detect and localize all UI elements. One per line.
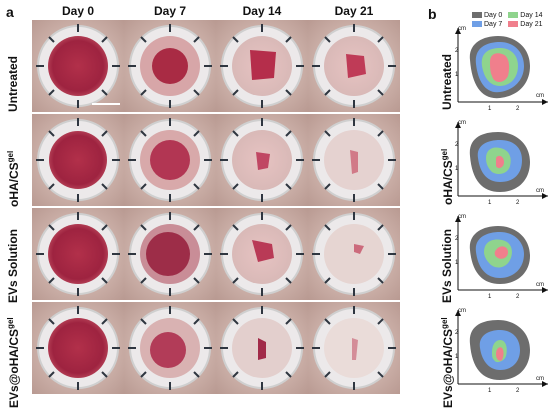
wound-photo-evs-solution-day-0 <box>32 208 124 300</box>
wound-photo-evs-oha-cs-gel-day-0 <box>32 302 124 394</box>
row-label-untreated: Untreated <box>6 55 20 112</box>
y-unit-label-2: cm <box>458 120 466 126</box>
wound-trace-oha-cs-gel <box>455 122 548 199</box>
y-tick-2-c: 2 <box>455 236 459 242</box>
y-tick-2-d: 2 <box>455 330 459 336</box>
panel-a-label: a <box>6 4 14 20</box>
column-header-day-21: Day 21 <box>334 4 374 18</box>
column-header-day-0: Day 0 <box>61 4 95 18</box>
y-tick-2: 2 <box>455 48 459 54</box>
wound-photo-oha-cs-gel-day-0 <box>32 114 124 206</box>
legend-item-day-7: Day 7 <box>472 21 502 28</box>
y-unit-label-4: cm <box>458 308 466 314</box>
legend-swatch-day-7 <box>472 21 482 28</box>
wound-trace-evs-oha-cs-gel <box>455 310 548 387</box>
row-label-oha-cs-gel: oHA/CSgel <box>6 150 21 207</box>
y-tick-1-b: 1 <box>455 166 459 172</box>
x-unit-label-3: cm <box>536 282 544 288</box>
x-tick-1-c: 1 <box>488 294 492 300</box>
wound-photo-oha-cs-gel-day-14 <box>216 114 308 206</box>
legend: Day 0 Day 14 Day 7 Day 21 <box>472 12 548 28</box>
y-tick-1-d: 1 <box>455 354 459 360</box>
legend-swatch-day-0 <box>472 12 482 19</box>
wound-photo-untreated-day-0 <box>32 20 124 112</box>
wound-photo-untreated-day-14 <box>216 20 308 112</box>
y-tick-1: 1 <box>455 72 459 78</box>
y-unit-label-3: cm <box>458 214 466 220</box>
column-header-day-7: Day 7 <box>153 4 187 18</box>
x-unit-label-1: cm <box>536 93 544 99</box>
legend-item-day-0: Day 0 <box>472 12 502 19</box>
wound-photo-evs-oha-cs-gel-day-21 <box>308 302 400 394</box>
wound-photo-evs-solution-day-14 <box>216 208 308 300</box>
x-tick-1-b: 1 <box>488 200 492 206</box>
x-unit-label-2: cm <box>536 188 544 194</box>
legend-item-day-14: Day 14 <box>508 12 542 19</box>
legend-swatch-day-21 <box>508 21 519 28</box>
wound-photo-oha-cs-gel-day-7 <box>124 114 216 206</box>
y-tick-2-b: 2 <box>455 142 459 148</box>
x-tick-2-c: 2 <box>516 294 520 300</box>
wound-photo-oha-cs-gel-day-21 <box>308 114 400 206</box>
x-tick-1-d: 1 <box>488 388 492 394</box>
wound-trace-untreated <box>455 28 548 105</box>
y-tick-1-c: 1 <box>455 260 459 266</box>
x-tick-2-d: 2 <box>516 388 520 394</box>
wound-photo-evs-oha-cs-gel-day-7 <box>124 302 216 394</box>
panel-b-label: b <box>428 6 437 22</box>
x-tick-2-b: 2 <box>516 200 520 206</box>
x-tick-2: 2 <box>516 106 520 112</box>
wound-photo-untreated-day-21 <box>308 20 400 112</box>
x-tick-1: 1 <box>488 106 492 112</box>
row-label-evs-oha-cs-gel: EVs@oHA/CSgel <box>6 317 21 408</box>
wound-photo-evs-solution-day-21 <box>308 208 400 300</box>
row-label-evs-solution: EVs Solution <box>6 228 20 303</box>
y-unit-label-1: cm <box>458 26 466 32</box>
wound-trace-evs-solution <box>455 216 548 293</box>
wound-photo-evs-oha-cs-gel-day-14 <box>216 302 308 394</box>
legend-swatch-day-14 <box>508 12 519 19</box>
legend-item-day-21: Day 21 <box>508 21 542 28</box>
x-unit-label-4: cm <box>536 376 544 382</box>
column-header-day-14: Day 14 <box>242 4 282 18</box>
wound-photo-untreated-day-7 <box>124 20 216 112</box>
wound-photo-evs-solution-day-7 <box>124 208 216 300</box>
